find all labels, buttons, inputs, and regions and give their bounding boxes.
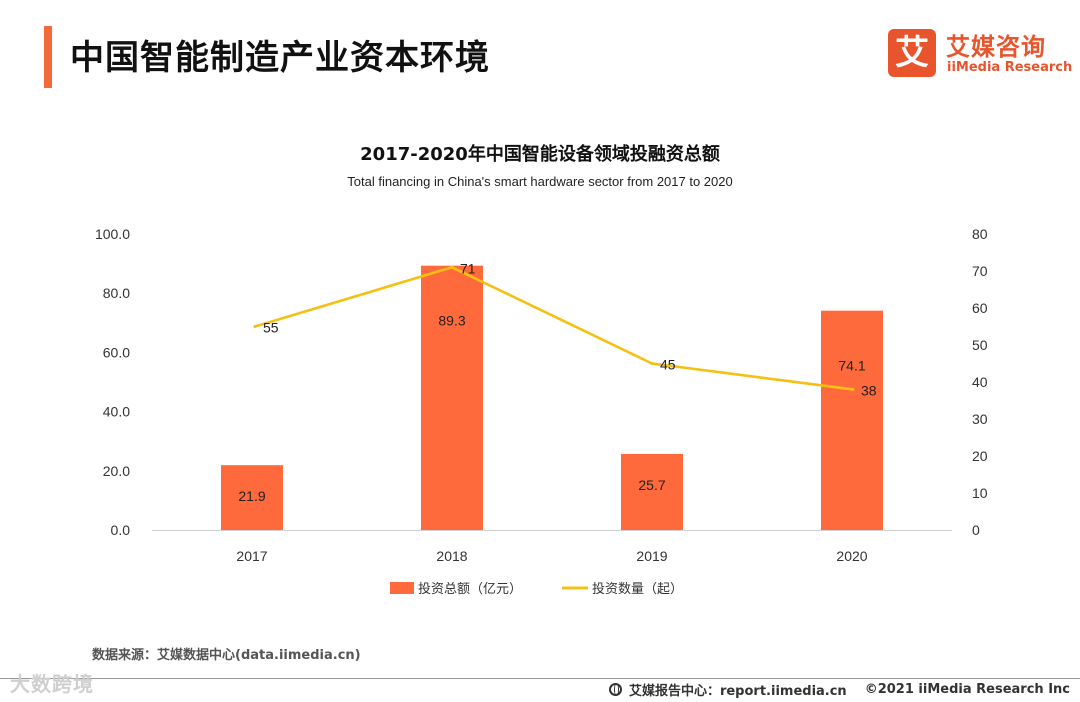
bar: [621, 453, 683, 530]
y-right-tick-label: 80: [972, 226, 988, 242]
x-tick-label: 2018: [436, 548, 467, 564]
watermark: 大数跨境: [10, 672, 94, 696]
line-point: [650, 362, 654, 365]
logo-cn-text: 艾媒咨询: [946, 33, 1046, 61]
page-title: 中国智能制造产业资本环境: [70, 38, 490, 78]
title-accent-bar: [44, 26, 52, 88]
y-right-tick-label: 60: [972, 300, 988, 316]
x-tick-label: 2017: [236, 548, 267, 564]
bar-value-label: 74.1: [838, 358, 865, 374]
combo-chart: 0.0 20.0 40.0 60.0 80.0 100.0 0 10 20 30 40 50 60 70 8…: [95, 226, 988, 596]
line-value-label: 45: [660, 357, 676, 373]
chart-title: 2017-2020年中国智能设备领域投融资总额: [360, 144, 720, 165]
y-left-tick-label: 40.0: [103, 404, 130, 420]
report-center-link[interactable]: 艾媒报告中心：report.iimedia.cn: [628, 684, 847, 699]
legend-bar-label: 投资总额（亿元）: [418, 581, 522, 596]
y-left-tick-label: 100.0: [95, 226, 130, 242]
bar-value-label: 89.3: [438, 313, 465, 329]
globe-icon: [608, 683, 622, 696]
footer-info: 艾媒报告中心：report.iimedia.cn ©2021 iiMedia R…: [608, 680, 1070, 699]
y-right-tick-label: 20: [972, 448, 988, 464]
legend-line-label: 投资数量（起）: [592, 581, 683, 596]
line-series: [254, 265, 854, 391]
y-right-tick-label: 50: [972, 337, 988, 353]
bar: [421, 265, 483, 530]
line-value-label: 55: [263, 320, 279, 336]
bar: [821, 310, 883, 530]
y-left-tick-label: 0.0: [111, 522, 131, 538]
line-value-label: 38: [861, 382, 877, 398]
y-right-tick-label: 30: [972, 411, 988, 427]
copyright: ©2021 iiMedia Research Inc: [864, 682, 1070, 697]
bar-value-label: 25.7: [638, 477, 665, 493]
line-value-label: 71: [460, 260, 476, 276]
footer-divider: [0, 678, 1080, 679]
y-right-tick-label: 10: [972, 485, 988, 501]
bar: [221, 465, 283, 530]
line-point: [450, 265, 454, 269]
y-left-tick-label: 80.0: [103, 285, 130, 301]
bar-value-label: 21.9: [238, 488, 265, 504]
line-point: [253, 325, 257, 328]
iimedia-logo: 艾 艾媒咨询 iiMedia Research: [888, 29, 1072, 85]
y-left-tick-label: 20.0: [103, 463, 130, 479]
y-right-tick-label: 40: [972, 374, 988, 390]
logo-en-text: iiMedia Research: [947, 60, 1073, 75]
legend-bar-swatch: [390, 582, 414, 594]
logo-mark: 艾: [888, 29, 936, 77]
y-right-tick-label: 0: [972, 522, 980, 538]
data-source: 数据来源：艾媒数据中心(data.iimedia.cn): [92, 648, 361, 663]
x-tick-label: 2020: [836, 548, 867, 564]
y-left-tick-label: 60.0: [103, 344, 130, 360]
chart-subtitle: Total financing in China's smart hardwar…: [347, 174, 733, 189]
y-right-tick-label: 70: [972, 263, 988, 279]
x-tick-label: 2019: [636, 548, 667, 564]
line-point: [851, 387, 855, 391]
